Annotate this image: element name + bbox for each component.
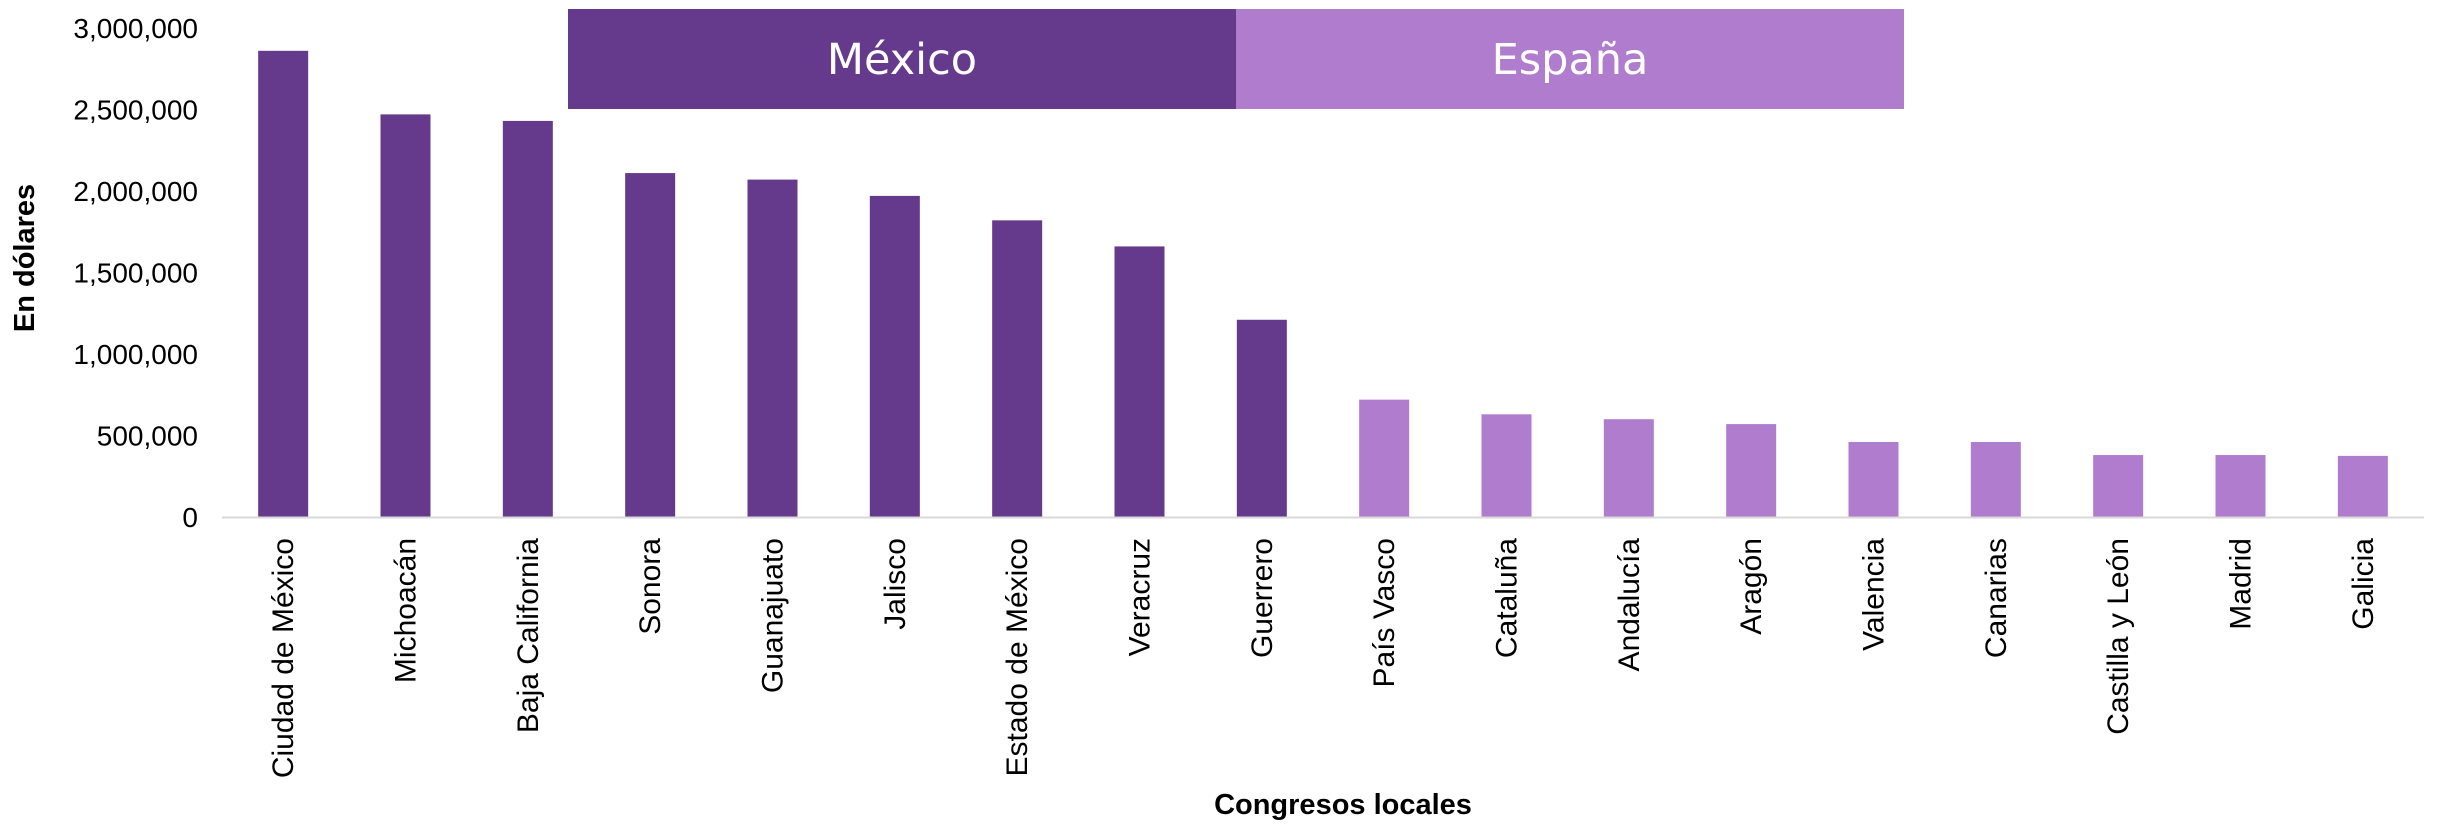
banner-mexico bbox=[568, 9, 1236, 109]
x-tick-label: Castilla y León bbox=[2102, 538, 2135, 735]
bar bbox=[2215, 455, 2266, 517]
x-tick-label: Aragón bbox=[1735, 538, 1768, 635]
bar bbox=[625, 173, 676, 517]
banner-label-mexico: México bbox=[827, 35, 977, 85]
bar bbox=[992, 220, 1043, 517]
bar bbox=[869, 195, 920, 517]
bar bbox=[1114, 246, 1165, 518]
x-axis-title: Congresos locales bbox=[1214, 789, 1472, 821]
y-tick-label: 2,000,000 bbox=[73, 176, 198, 207]
bar bbox=[1359, 399, 1410, 517]
y-tick-label: 2,500,000 bbox=[73, 95, 198, 126]
y-tick-label: 1,500,000 bbox=[73, 258, 198, 289]
bar bbox=[502, 120, 553, 517]
x-tick-label: Madrid bbox=[2225, 538, 2258, 630]
bar bbox=[747, 179, 798, 517]
x-tick-label: Baja California bbox=[512, 538, 545, 733]
bar bbox=[2337, 455, 2388, 517]
x-tick-label: Canarias bbox=[1980, 538, 2013, 658]
bar bbox=[1481, 414, 1532, 517]
x-tick-label: Jalisco bbox=[879, 538, 912, 630]
x-tick-label: Andalucía bbox=[1613, 538, 1646, 672]
x-axis: Ciudad de México Michoacán Baja California… bbox=[222, 516, 2424, 778]
bar bbox=[1603, 419, 1654, 517]
x-tick-label: Valencia bbox=[1858, 538, 1891, 651]
x-tick-label: Ciudad de México bbox=[267, 538, 300, 778]
x-tick-label: Michoacán bbox=[390, 538, 423, 683]
y-tick-label: 0 bbox=[182, 502, 198, 533]
y-tick-label: 3,000,000 bbox=[73, 13, 198, 44]
x-tick-label: Guerrero bbox=[1246, 538, 1279, 658]
bar bbox=[380, 114, 431, 517]
x-tick-label: Estado de México bbox=[1001, 538, 1034, 776]
banner-label-espana: España bbox=[1492, 35, 1649, 85]
banner-espana bbox=[1236, 9, 1904, 109]
bar bbox=[1848, 442, 1899, 517]
x-tick-label: Veracruz bbox=[1124, 538, 1157, 656]
bar bbox=[2093, 455, 2144, 517]
bar bbox=[258, 50, 309, 517]
x-tick-label: Galicia bbox=[2347, 538, 2380, 630]
group-banners: México España bbox=[568, 9, 1904, 109]
x-tick-label: Sonora bbox=[634, 538, 667, 635]
bar bbox=[1970, 442, 2021, 517]
x-tick-label: País Vasco bbox=[1368, 538, 1401, 688]
bars bbox=[258, 50, 2388, 518]
y-tick-label: 500,000 bbox=[97, 421, 198, 452]
x-tick-label: Cataluña bbox=[1491, 538, 1524, 658]
y-axis-title: En dólares bbox=[9, 184, 41, 332]
y-axis: 0 500,000 1,000,000 1,500,000 2,000,000 2,500… bbox=[73, 13, 198, 533]
bar bbox=[1236, 319, 1287, 517]
x-tick-label: Guanajuato bbox=[757, 538, 790, 693]
y-tick-label: 1,000,000 bbox=[73, 339, 198, 370]
bar bbox=[1726, 424, 1777, 517]
